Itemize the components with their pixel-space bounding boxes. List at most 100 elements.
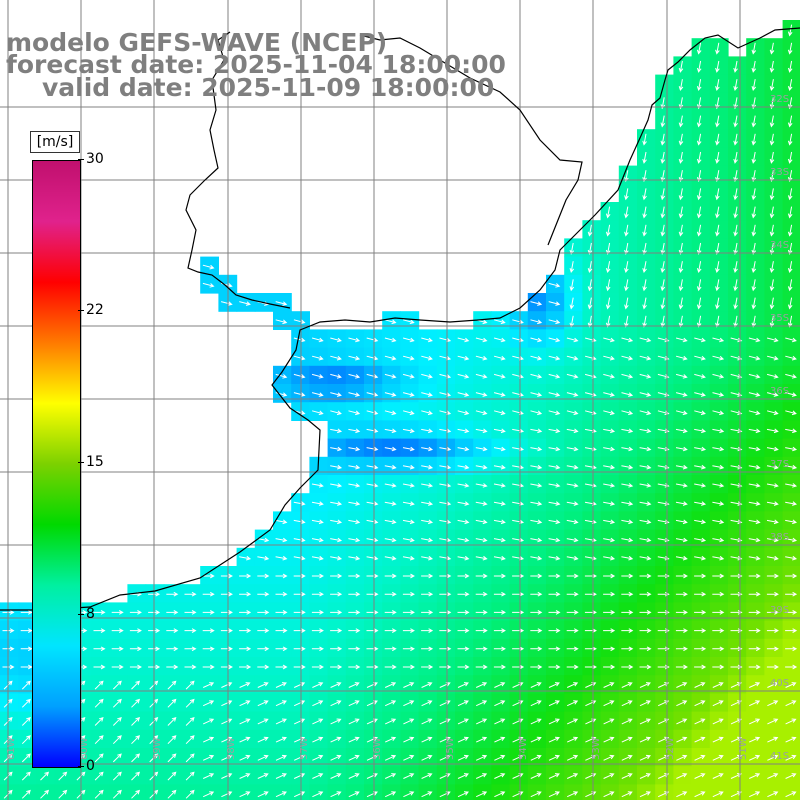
wind-arrow: [603, 337, 615, 343]
wind-speed-cell: [527, 566, 547, 585]
wind-speed-cell: [600, 202, 620, 221]
wind-speed-cell: [364, 657, 383, 676]
wind-arrow: [493, 519, 506, 525]
wind-speed-cell: [618, 638, 638, 658]
wind-arrow: [767, 718, 779, 725]
wind-speed-cell: [691, 183, 711, 203]
wind-arrow: [21, 716, 31, 726]
wind-arrow: [220, 591, 233, 597]
wind-speed-cell: [691, 256, 711, 276]
wind-speed-cell: [600, 511, 620, 531]
wind-arrow: [675, 392, 688, 397]
wind-arrow: [221, 700, 233, 707]
wind-speed-cell: [691, 165, 711, 185]
wind-arrow: [348, 628, 361, 633]
wind-speed-cell: [618, 493, 638, 512]
wind-speed-cell: [782, 220, 800, 239]
wind-speed-cell: [709, 365, 729, 385]
wind-arrow: [785, 628, 798, 633]
wind-speed-cell: [527, 620, 547, 640]
wind-arrow: [293, 355, 306, 361]
wind-speed-cell: [127, 693, 147, 713]
wind-arrow: [785, 700, 797, 707]
wind-speed-cell: [764, 38, 784, 57]
wind-speed-cell: [637, 566, 656, 585]
wind-arrow: [603, 700, 615, 707]
wind-speed-cell: [782, 602, 800, 622]
wind-arrow: [712, 791, 724, 798]
wind-arrow: [548, 355, 561, 361]
wind-speed-cell: [564, 547, 583, 567]
wind-arrow: [330, 537, 343, 543]
wind-speed-cell: [728, 566, 747, 585]
wind-speed-cell: [728, 293, 747, 312]
wind-arrow: [475, 428, 488, 434]
wind-arrow: [694, 573, 707, 579]
wind-speed-cell: [455, 456, 474, 476]
wind-arrow: [457, 754, 469, 761]
wind-speed-cell: [400, 529, 420, 549]
wind-speed-cell: [418, 638, 438, 658]
wind-arrow: [348, 555, 361, 561]
wind-arrow: [675, 646, 688, 652]
wind-speed-cell: [673, 220, 693, 239]
wind-speed-cell: [309, 529, 329, 549]
wind-speed-cell: [546, 657, 565, 676]
wind-arrow: [694, 754, 706, 761]
wind-arrow: [311, 501, 324, 506]
wind-speed-cell: [491, 638, 511, 658]
wind-arrow: [548, 392, 561, 397]
wind-arrow: [587, 261, 593, 274]
wind-arrow: [548, 736, 560, 743]
wind-speed-cell: [637, 638, 656, 658]
wind-arrow: [696, 79, 702, 92]
wind-speed-cell: [637, 511, 656, 531]
wind-arrow: [311, 483, 324, 488]
wind-arrow: [566, 700, 579, 707]
wind-arrow: [548, 573, 561, 579]
wind-speed-cell: [364, 638, 383, 658]
wind-speed-cell: [673, 420, 693, 440]
wind-arrow: [748, 773, 761, 779]
wind-speed-cell: [673, 584, 693, 603]
wind-arrow: [712, 664, 725, 670]
wind-arrow: [475, 791, 488, 798]
wind-speed-cell: [364, 420, 383, 440]
wind-arrow: [733, 42, 738, 55]
wind-speed-cell: [637, 202, 656, 221]
wind-speed-cell: [273, 311, 292, 330]
wind-arrow: [712, 610, 725, 615]
wind-speed-cell: [364, 566, 383, 585]
wind-arrow: [548, 773, 560, 779]
wind-speed-cell: [400, 347, 420, 367]
wind-arrow: [512, 628, 525, 633]
wind-arrow: [621, 646, 634, 652]
wind-arrow: [694, 446, 707, 452]
wind-arrow: [621, 664, 634, 670]
wind-arrow: [694, 700, 706, 707]
wind-speed-cell: [145, 784, 165, 800]
wind-speed-cell: [546, 602, 565, 622]
wind-speed-cell: [436, 493, 456, 512]
wind-speed-cell: [673, 274, 693, 294]
wind-arrow: [493, 501, 506, 506]
wind-speed-cell: [327, 365, 347, 385]
wind-arrow: [566, 483, 579, 488]
wind-arrow: [730, 754, 742, 761]
wind-arrow: [621, 537, 634, 543]
wind-speed-cell: [527, 456, 547, 476]
wind-speed-cell: [109, 784, 128, 800]
wind-arrow: [220, 610, 233, 615]
wind-arrow: [348, 410, 361, 416]
wind-speed-cell: [764, 657, 784, 676]
wind-speed-cell: [418, 365, 438, 385]
wind-arrow: [366, 519, 379, 525]
wind-arrow: [751, 279, 757, 292]
wind-speed-cell: [0, 748, 19, 767]
wind-arrow: [712, 646, 725, 652]
wind-speed-cell: [564, 493, 583, 512]
wind-speed-cell: [127, 638, 147, 658]
wind-arrow: [202, 646, 215, 652]
wind-arrow: [675, 519, 688, 525]
wind-speed-cell: [455, 584, 474, 603]
